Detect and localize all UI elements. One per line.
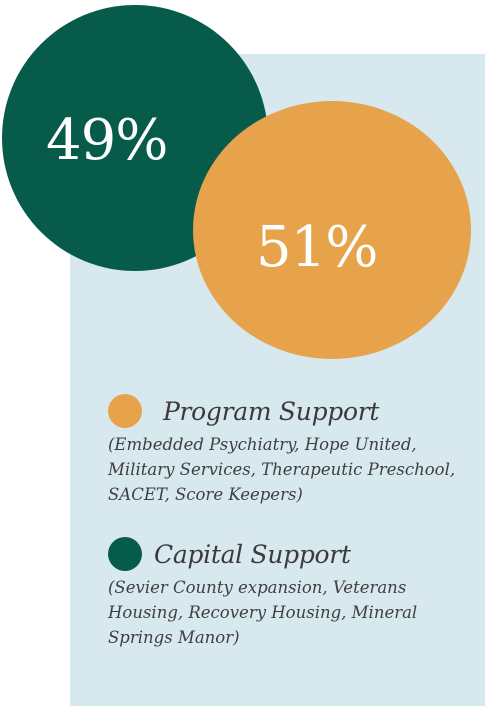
capital-support-percent: 49%: [46, 108, 168, 173]
legend-description-program-support: (Embedded Psychiatry, Hope United, Milit…: [108, 435, 456, 504]
legend-item-program-support: Program Support (Embedded Psychiatry, Ho…: [108, 394, 478, 507]
legend-header: Capital Support: [108, 537, 478, 571]
program-support-bubble: 51%: [193, 101, 471, 359]
legend-title-capital-support: Capital Support: [154, 539, 351, 569]
legend-item-capital-support: Capital Support (Sevier County expansion…: [108, 537, 478, 650]
program-support-swatch: [108, 394, 142, 428]
legend-header: Program Support: [108, 394, 478, 428]
legend-description-capital-support: (Sevier County expansion, Veterans Housi…: [108, 578, 418, 647]
legend-title-program-support: Program Support: [163, 396, 380, 426]
program-support-percent: 51%: [256, 215, 378, 280]
capital-support-swatch: [108, 537, 142, 571]
